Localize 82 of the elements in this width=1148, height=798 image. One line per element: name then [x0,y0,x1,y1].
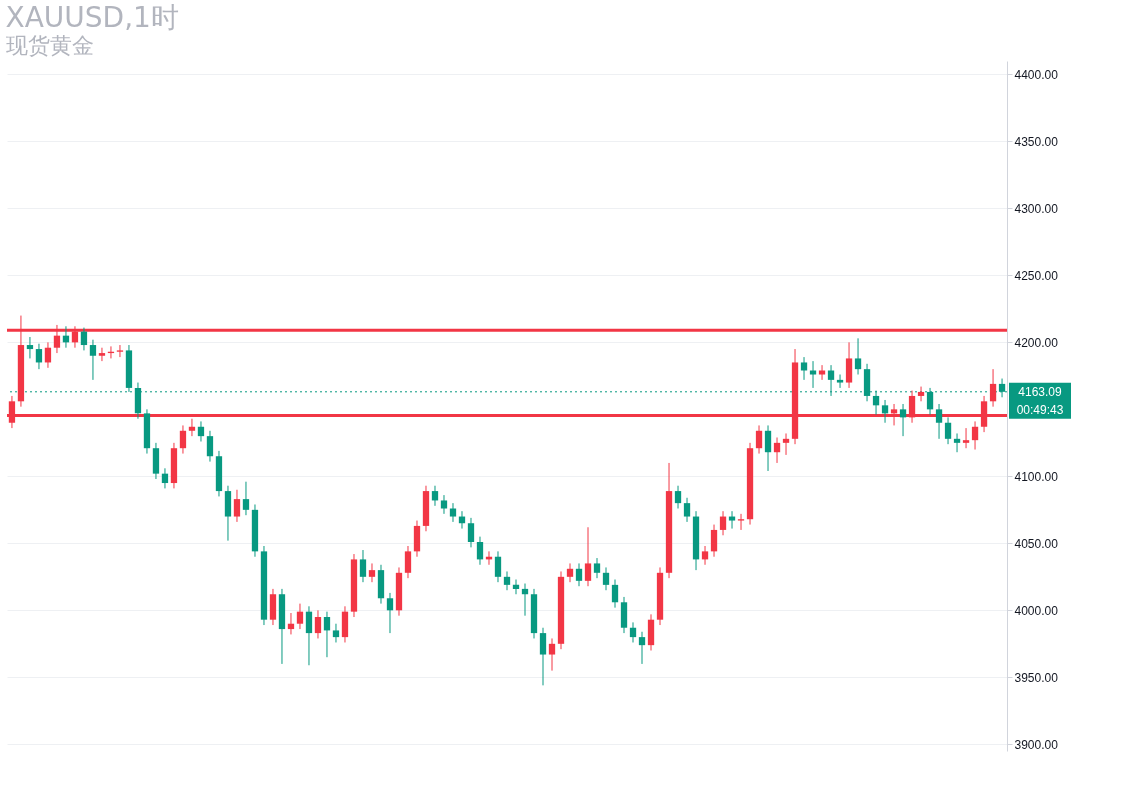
candlestick [719,510,727,536]
candlestick [359,549,367,583]
candlestick [971,420,979,451]
candlestick [944,416,952,445]
y-tick-label: 4100.00 [1014,469,1059,484]
candlestick [800,356,808,381]
candlestick [989,368,997,408]
candlestick [476,536,484,566]
candlestick [773,436,781,464]
chart-subtitle: 现货黄金 [5,33,94,58]
candlestick [782,432,790,456]
candlestick [737,513,745,531]
candlestick [35,343,43,370]
y-tick-label: 4000.00 [1014,603,1059,618]
candlestick [26,336,34,359]
candlestick [674,485,682,509]
candlestick [584,526,592,587]
candlestick [593,557,601,579]
ref-line-label: 4163.09 [1018,384,1063,399]
candlestick [539,627,547,686]
y-tick-label: 4400.00 [1014,67,1059,82]
candlestick [953,432,961,453]
y-tick-label: 3950.00 [1014,670,1059,685]
candlestick [242,481,250,516]
candlestick [701,545,709,566]
candlestick [494,550,502,583]
candlestick [710,524,718,558]
candlestick [188,418,196,437]
candlestick [575,562,583,587]
candlestick [809,360,817,389]
candlestick [917,386,925,402]
y-tick-label: 3900.00 [1014,737,1059,752]
candlestick [566,562,574,583]
candlestick [872,390,880,416]
candlestick [836,374,844,389]
candlestick [827,364,835,397]
y-tick-label: 4300.00 [1014,201,1059,216]
candlestick [899,403,907,437]
candlestick [206,430,214,463]
candlestick [755,424,763,455]
candlestick [89,339,97,381]
candlestick [233,489,241,523]
candlestick [404,545,412,579]
candlestick [80,327,88,351]
candlestick [548,637,556,672]
candlestick [602,566,610,591]
candlestick [314,609,322,639]
candlestick [611,579,619,609]
candlestick [962,427,970,449]
candlestick [728,510,736,530]
text: 00:49:43 [1016,402,1064,417]
candlestick [935,403,943,440]
candlestick [629,621,637,643]
candlestick [368,562,376,583]
y-tick-label: 4200.00 [1014,335,1059,350]
candlestick [179,424,187,455]
candlestick [449,502,457,523]
chart-title: XAUUSD,1时 [5,1,179,34]
candlestick [98,347,106,362]
candlestick [440,494,448,515]
candlestick [386,592,394,634]
candlestick [197,420,205,442]
y-tick-label: 4350.00 [1014,134,1059,149]
candlestick [431,485,439,507]
candlestick [764,424,772,472]
y-tick-label: 4250.00 [1014,268,1059,283]
candlestick [512,579,520,595]
candlestick [683,497,691,523]
candlestick [854,337,862,376]
candlestick [296,603,304,630]
candlestick [323,611,331,658]
candlestick [638,631,646,665]
candlestick [881,399,889,424]
y-tick-label: 4050.00 [1014,536,1059,551]
candlestick [818,364,826,381]
candlestick [44,341,52,369]
candlestick [467,517,475,548]
candlestick [332,623,340,643]
candlestick [161,467,169,489]
candlestick [305,605,313,666]
candlestick [116,344,124,358]
candlestick [503,570,511,591]
